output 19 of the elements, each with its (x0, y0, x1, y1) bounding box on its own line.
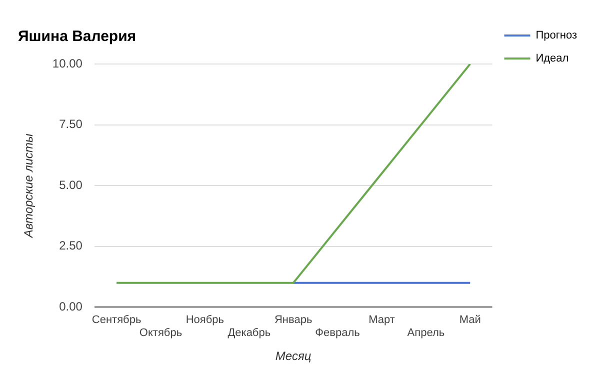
legend-label: Прогноз (536, 30, 578, 42)
y-tick-label: 7.50 (59, 117, 83, 132)
y-tick-label: 2.50 (59, 238, 83, 253)
x-tick-label: Сентябрь (92, 314, 142, 326)
legend-label: Идеал (536, 52, 569, 65)
x-tick-label: Апрель (407, 327, 445, 340)
y-tick-label: 5.00 (59, 178, 83, 192)
x-tick-label: Октябрь (139, 327, 182, 340)
x-tick-label: Февраль (315, 327, 360, 340)
x-tick-label: Январь (274, 314, 312, 326)
x-tick-label: Декабрь (228, 327, 271, 340)
x-axis-title: Месяц (275, 349, 312, 364)
y-tick-label: 10.00 (52, 56, 83, 70)
x-tick-label: Май (459, 314, 481, 326)
chart-title: Яшина Валерия (18, 28, 136, 46)
y-axis-title: Авторские листы (22, 133, 36, 239)
x-tick-label: Март (368, 314, 395, 326)
y-tick-label: 0.00 (59, 300, 83, 314)
x-tick-label: Ноябрь (186, 314, 224, 326)
